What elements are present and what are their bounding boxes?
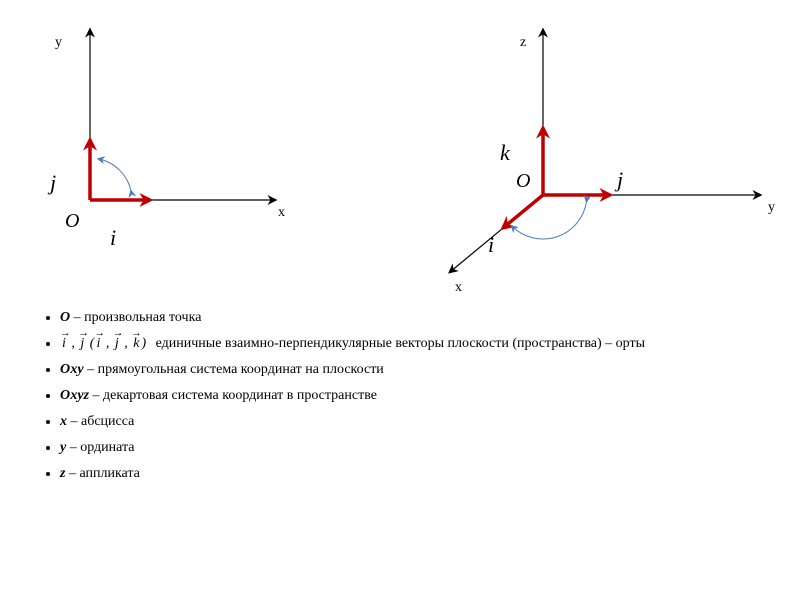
vector-symbol: i→ bbox=[60, 336, 68, 351]
vector-symbol: i→ bbox=[94, 336, 102, 351]
definition-term: у bbox=[60, 440, 66, 455]
definition-item: z – аппликата bbox=[60, 466, 760, 482]
definition-term: Оху bbox=[60, 362, 84, 377]
definition-text: аппликата bbox=[79, 466, 139, 481]
vector-i-label-2d: i bbox=[110, 225, 116, 251]
definition-term: Охуz bbox=[60, 388, 89, 403]
axis-x-label-3d: x bbox=[455, 280, 462, 296]
vector-j-label-3d: j bbox=[617, 167, 623, 193]
definition-item: х – абсцисса bbox=[60, 414, 760, 430]
definition-term: z bbox=[60, 466, 65, 481]
definition-item: Оху – прямоугольная система координат на… bbox=[60, 362, 760, 378]
vector-symbol: j→ bbox=[113, 336, 121, 351]
diagram-area: x y O i j x y z O i j k bbox=[0, 0, 800, 290]
definition-text: единичные взаимно-перпендикулярные векто… bbox=[156, 336, 645, 351]
vector-i-label-3d: i bbox=[488, 232, 494, 258]
vector-k-label-3d: k bbox=[500, 140, 510, 166]
definitions-list: O – произвольная точка i→ , j→ (i→ , j→ ,… bbox=[40, 310, 760, 492]
definition-item: у – ордината bbox=[60, 440, 760, 456]
coordinate-diagrams-svg bbox=[0, 0, 800, 290]
definition-text: ордината bbox=[80, 440, 134, 455]
vector-symbol: k→ bbox=[131, 336, 141, 351]
definition-item: Охуz – декартовая система координат в пр… bbox=[60, 388, 760, 404]
definition-text: абсцисса bbox=[81, 414, 134, 429]
axis-y-label-3d: y bbox=[768, 200, 775, 216]
definition-text: произвольная точка bbox=[84, 310, 201, 325]
definition-term: х bbox=[60, 414, 67, 429]
origin-label-3d: O bbox=[516, 170, 530, 193]
definition-text: декартовая система координат в пространс… bbox=[103, 388, 377, 403]
origin-label-2d: O bbox=[65, 210, 79, 233]
axis-x-label-2d: x bbox=[278, 205, 285, 221]
definition-item: O – произвольная точка bbox=[60, 310, 760, 326]
definition-item: i→ , j→ (i→ , j→ , k→) единичные взаимно… bbox=[60, 336, 760, 352]
axis-z-label-3d: z bbox=[520, 35, 526, 51]
vector-j-label-2d: j bbox=[50, 170, 56, 196]
definition-term: O bbox=[60, 310, 70, 325]
axis-y-label-2d: y bbox=[55, 35, 62, 51]
definition-text: прямоугольная система координат на плоск… bbox=[98, 362, 384, 377]
vector-symbol: j→ bbox=[78, 336, 86, 351]
vector-notation: i→ , j→ (i→ , j→ , k→) bbox=[60, 336, 146, 352]
